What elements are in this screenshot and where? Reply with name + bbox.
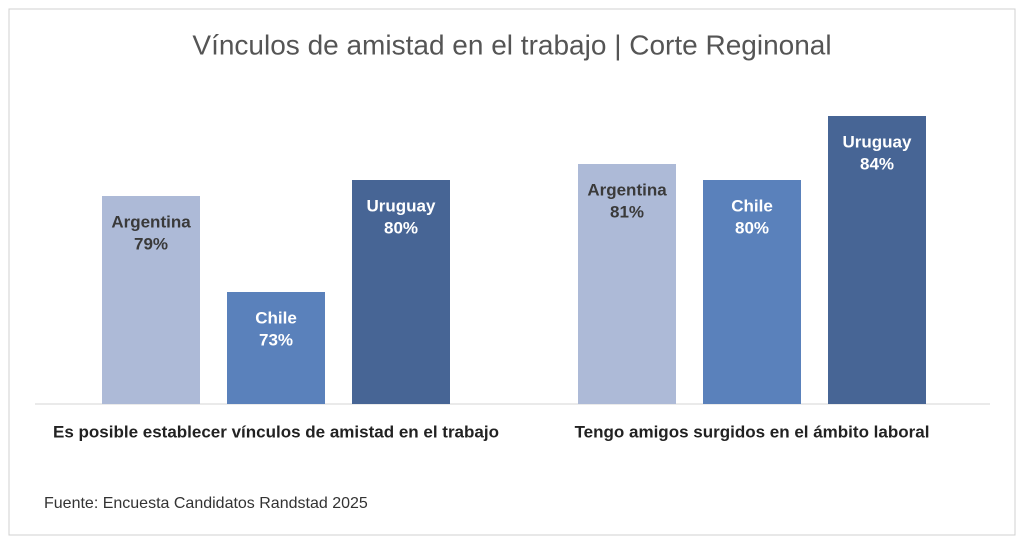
bar <box>227 292 325 404</box>
category-label: Es posible establecer vínculos de amista… <box>53 422 499 441</box>
source-note: Fuente: Encuesta Candidatos Randstad 202… <box>44 495 368 512</box>
bar <box>703 180 801 404</box>
bar <box>578 164 676 404</box>
data-label: 80% <box>384 218 418 237</box>
bar-series-label: Uruguay <box>843 132 913 151</box>
data-label: 81% <box>610 202 644 221</box>
bar-series-label: Argentina <box>111 212 191 231</box>
chart-title: Vínculos de amistad en el trabajo | Cort… <box>192 29 831 60</box>
data-label: 80% <box>735 218 769 237</box>
bar <box>352 180 450 404</box>
data-label: 84% <box>860 154 894 173</box>
bar <box>102 196 200 404</box>
bar-series-label: Uruguay <box>367 196 437 215</box>
category-label: Tengo amigos surgidos en el ámbito labor… <box>575 422 930 441</box>
bar-series-label: Argentina <box>587 180 667 199</box>
bar <box>828 116 926 404</box>
data-label: 79% <box>134 234 168 253</box>
bar-series-label: Chile <box>255 308 297 327</box>
data-label: 73% <box>259 330 293 349</box>
bar-series-label: Chile <box>731 196 773 215</box>
